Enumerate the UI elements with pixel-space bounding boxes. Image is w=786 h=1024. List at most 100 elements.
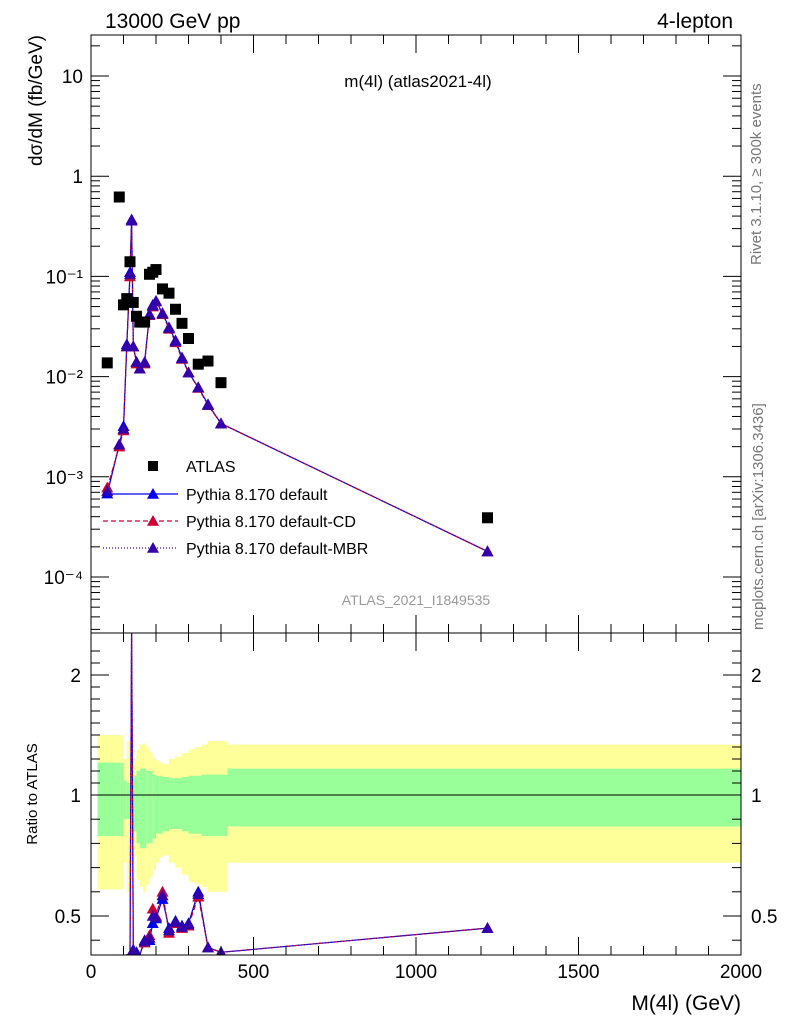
mc-point	[113, 438, 126, 450]
band-stat	[143, 768, 147, 849]
ratio-point	[169, 916, 182, 927]
band-stat	[136, 771, 140, 844]
main-ytick-label: 1	[72, 167, 83, 188]
ratio-point	[156, 889, 169, 901]
legend-marker	[147, 515, 159, 526]
data-point	[157, 283, 168, 295]
series-line-default-cd	[106, 220, 488, 552]
data-point	[163, 287, 175, 299]
main-ytick-label: 10	[62, 67, 83, 88]
ratio-ytick-label-right: 0.5	[751, 907, 777, 928]
main-ytick-label: 10⁻¹	[46, 267, 84, 288]
legend-label-atlas: ATLAS	[186, 459, 236, 476]
band-stat	[188, 775, 195, 834]
band-stat	[117, 762, 121, 837]
band-stat	[175, 778, 182, 829]
band-stat	[156, 775, 160, 834]
legend-label: Pythia 8.170 default-CD	[186, 514, 356, 531]
band-stat	[227, 768, 234, 827]
data-point	[118, 299, 129, 311]
ratio-point	[150, 911, 162, 923]
xtick-label: 1000	[395, 962, 437, 983]
band-stat	[152, 774, 156, 839]
ratio-ytick-label: 1	[70, 786, 81, 807]
mc-point	[169, 335, 182, 347]
ratio-ytick-label: 0.5	[55, 907, 81, 928]
data-point	[150, 264, 162, 276]
band-stat	[126, 783, 129, 820]
legend-label: Pythia 8.170 default-MBR	[186, 541, 368, 558]
band-stat	[182, 777, 189, 832]
data-point	[170, 303, 181, 315]
xtick-label: 2000	[720, 962, 762, 983]
plot-title: m(4l) (atlas2021-4l)	[344, 72, 491, 91]
mc-point	[202, 399, 214, 410]
band-stat	[97, 762, 117, 837]
mc-point	[138, 356, 151, 368]
data-point	[176, 317, 188, 329]
band-stat	[123, 780, 127, 820]
main-data-points	[101, 191, 493, 524]
mc-point	[127, 340, 140, 352]
legend-marker-atlas	[148, 461, 158, 471]
data-point	[127, 296, 139, 308]
band-stat	[195, 775, 202, 834]
ratio-ytick-label-right: 1	[751, 786, 762, 807]
main-ytick-label: 10⁻⁴	[44, 568, 83, 589]
ratio-point	[202, 941, 214, 953]
data-point	[139, 316, 151, 328]
mc-point	[156, 307, 169, 319]
band-stat	[234, 768, 741, 827]
xtick-label: 0	[86, 962, 97, 983]
ratio-bands	[91, 735, 741, 892]
data-point	[192, 358, 204, 370]
header-left: 13000 GeV pp	[105, 10, 240, 33]
ratio-point	[127, 943, 140, 955]
band-stat	[139, 768, 143, 849]
band-stat	[208, 774, 215, 837]
band-stat	[162, 777, 169, 832]
ratio-frame	[90, 632, 742, 956]
ratio-series-clipped	[126, 633, 494, 955]
data-point	[101, 357, 113, 369]
ratio-ytick-label: 2	[70, 666, 81, 687]
main-series-group	[101, 213, 494, 557]
legend: ATLAS Pythia 8.170 default Pythia 8.170 de…	[103, 459, 368, 558]
band-stat	[128, 783, 130, 820]
band-stat	[133, 775, 137, 832]
mc-point	[481, 545, 494, 557]
ratio-axes: 0.5 0.5 1 1 2 2 0 500 1000 1500 2000	[55, 633, 777, 983]
main-ylabel: dσ/dM (fb/GeV)	[26, 35, 47, 166]
legend-label: Pythia 8.170 default	[186, 487, 328, 504]
band-stat	[149, 771, 153, 844]
band-stat	[214, 774, 221, 837]
mc-point	[182, 366, 195, 378]
data-point	[482, 512, 493, 524]
mc-point	[192, 381, 205, 393]
x-axis-label: M(4l) (GeV)	[631, 992, 741, 1015]
ratio-ytick-label-right: 2	[751, 666, 762, 687]
data-point	[113, 191, 125, 203]
data-point	[215, 377, 227, 389]
main-ytick-label: 10⁻³	[46, 468, 84, 489]
mc-point	[101, 485, 114, 496]
band-stat	[201, 774, 208, 837]
rivet-label: Rivet 3.1.10, ≥ 300k events	[748, 83, 765, 265]
data-point	[124, 256, 136, 268]
band-stat	[169, 778, 176, 829]
main-ytick-label: 10⁻²	[46, 368, 84, 389]
ratio-ylabel: Ratio to ATLAS	[24, 743, 41, 844]
mc-point	[124, 268, 136, 280]
ratio-point	[163, 924, 175, 936]
mc-point	[150, 295, 162, 307]
band-stat	[221, 774, 228, 837]
ratio-series-group	[126, 633, 494, 955]
ratio-line-default-mbr	[129, 633, 488, 955]
ratio-point	[481, 922, 494, 933]
mc-point	[215, 417, 227, 429]
main-axes: 10 1 10⁻¹ 10⁻² 10⁻³ 10⁻⁴	[44, 35, 742, 633]
header-right: 4-lepton	[657, 10, 733, 33]
mc-point	[125, 214, 138, 226]
legend-marker	[147, 542, 159, 553]
